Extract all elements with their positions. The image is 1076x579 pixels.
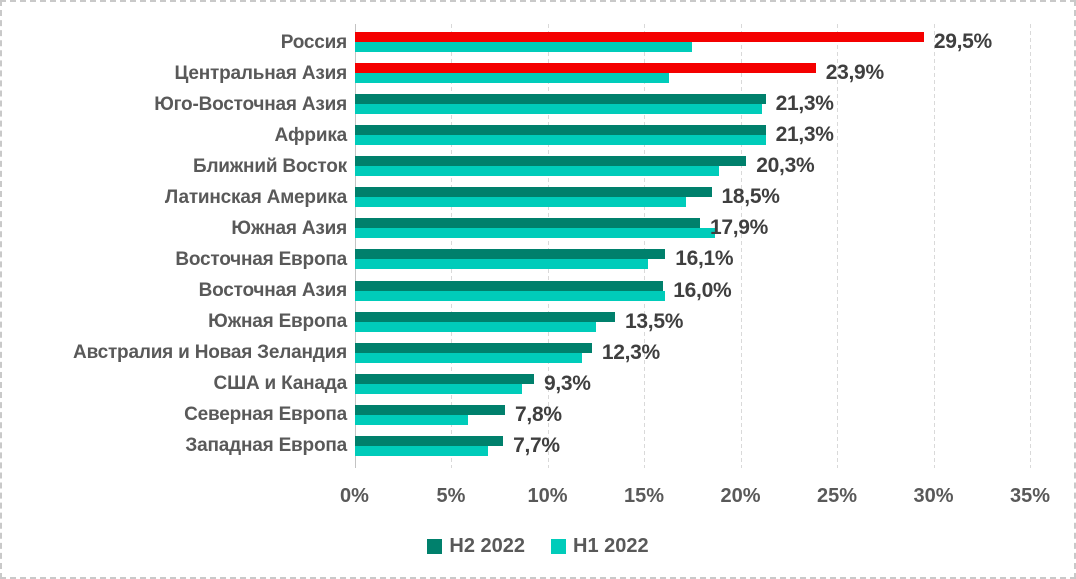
category-label: Африка: [274, 124, 347, 146]
bar-h1-2022: [354, 73, 670, 84]
bar-h1-2022: [354, 259, 648, 270]
bar-h2-2022: [354, 373, 534, 384]
value-label: 17,9%: [709, 216, 769, 240]
bar-h2-2022: [354, 125, 766, 136]
category-row: Центральная Азия 23,9%: [2, 61, 1074, 93]
category-row: Австралия и Новая Зеландия 12,3%: [2, 341, 1074, 372]
legend: H2 2022 H1 2022: [2, 535, 1074, 558]
x-tick-label: 10%: [527, 485, 568, 507]
category-label: США и Канада: [213, 373, 348, 395]
category-row: Южная Европа 13,5%: [2, 310, 1074, 341]
category-row: Восточная Европа 16,1%: [2, 247, 1074, 279]
value-label: 13,5%: [625, 309, 684, 333]
category-label: Восточная Азия: [198, 280, 348, 302]
value-label: 20,3%: [756, 154, 815, 178]
bar-h1-2022: [354, 383, 523, 394]
bar-h1-2022: [354, 414, 469, 425]
bar-h2-2022: [354, 404, 506, 415]
bar-h2-2022: [354, 342, 592, 353]
gridline: [837, 24, 838, 468]
bar-h1-2022: [354, 42, 693, 52]
value-label: 12,3%: [601, 340, 660, 364]
bar-h2-2022: [354, 94, 766, 105]
bar-h1-2022: [354, 166, 720, 177]
bar-h2-2022: [354, 435, 504, 446]
x-tick-label: 15%: [623, 485, 665, 507]
value-label: 29,5%: [933, 30, 992, 53]
value-label: 18,5%: [721, 185, 780, 209]
bar-h2-2022: [354, 156, 747, 167]
bar-h1-2022: [354, 228, 716, 239]
bar-h2-2022: [354, 311, 616, 322]
category-row: Ближний Восток 20,3%: [2, 154, 1074, 186]
value-label: 7,8%: [515, 402, 562, 426]
legend-label: H2 2022: [449, 535, 525, 557]
bar-h2-2022: [354, 280, 664, 291]
bar-h1-2022: [354, 104, 762, 115]
bar-h1-2022: [354, 321, 596, 332]
category-label: Юго-Восточная Азия: [154, 93, 347, 115]
legend-item-h2-2022: H2 2022: [427, 535, 525, 558]
legend-label: H1 2022: [573, 535, 649, 557]
legend-swatch-icon: [551, 539, 566, 554]
bar-h2-2022: [354, 249, 666, 260]
category-label: Центральная Азия: [174, 62, 347, 84]
category-row: Западная Европа 7,7%: [2, 434, 1074, 465]
axis-line: [354, 24, 356, 468]
category-label: Латинская Америка: [164, 186, 347, 208]
value-label: 16,0%: [673, 278, 732, 302]
category-row: Россия 29,5%: [2, 30, 1074, 62]
category-label: Ближний Восток: [192, 155, 347, 177]
category-label: Восточная Европа: [175, 248, 347, 270]
value-label: 23,9%: [825, 61, 884, 85]
bar-h1-2022: [354, 352, 583, 363]
x-tick-label: 35%: [1009, 485, 1051, 507]
category-label: Южная Европа: [208, 311, 347, 333]
bar-h2-2022: [354, 32, 924, 42]
category-label: Южная Азия: [231, 217, 347, 239]
bar-h1-2022: [354, 197, 687, 208]
category-row: Юго-Восточная Азия 21,3%: [2, 92, 1074, 124]
x-tick-label: 5%: [436, 485, 466, 507]
value-label: 9,3%: [543, 371, 591, 395]
category-row: США и Канада 9,3%: [2, 372, 1074, 403]
bar-h2-2022: [354, 218, 700, 229]
x-tick-label: 30%: [913, 485, 954, 507]
legend-swatch-icon: [427, 539, 443, 554]
category-row: Северная Европа 7,8%: [2, 403, 1074, 434]
gridline: [547, 24, 549, 468]
bar-h2-2022: [354, 63, 816, 74]
gridline: [1030, 24, 1031, 468]
value-label: 7,7%: [513, 433, 560, 457]
category-label: Россия: [280, 31, 347, 53]
category-row: Африка 21,3%: [2, 123, 1074, 155]
value-label: 21,3%: [775, 92, 834, 116]
bar-h1-2022: [354, 135, 766, 146]
value-label: 21,3%: [775, 123, 834, 147]
value-label: 16,1%: [675, 247, 734, 271]
gridline: [933, 24, 935, 468]
category-label: Австралия и Новая Зеландия: [73, 342, 347, 364]
gridline: [740, 24, 742, 468]
bar-h1-2022: [354, 290, 666, 301]
gridline: [644, 24, 645, 468]
category-label: Северная Европа: [184, 404, 347, 426]
category-label: Западная Европа: [185, 435, 347, 457]
bar-h1-2022: [354, 445, 488, 456]
x-tick-label: 25%: [816, 485, 858, 507]
legend-item-h1-2022: H1 2022: [551, 535, 649, 558]
bar-h2-2022: [354, 187, 712, 198]
x-tick-label: 0%: [340, 485, 369, 507]
category-row: Южная Азия 17,9%: [2, 216, 1074, 248]
category-row: Восточная Азия 16,0%: [2, 279, 1074, 310]
x-tick-label: 20%: [720, 485, 761, 507]
gridline: [451, 24, 452, 468]
category-row: Латинская Америка 18,5%: [2, 185, 1074, 217]
